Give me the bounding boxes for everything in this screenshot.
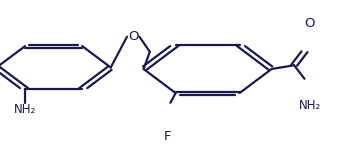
- Text: O: O: [304, 17, 315, 30]
- Text: O: O: [128, 30, 138, 43]
- Text: NH₂: NH₂: [299, 99, 321, 112]
- Text: F: F: [164, 130, 172, 143]
- Text: NH₂: NH₂: [14, 103, 36, 116]
